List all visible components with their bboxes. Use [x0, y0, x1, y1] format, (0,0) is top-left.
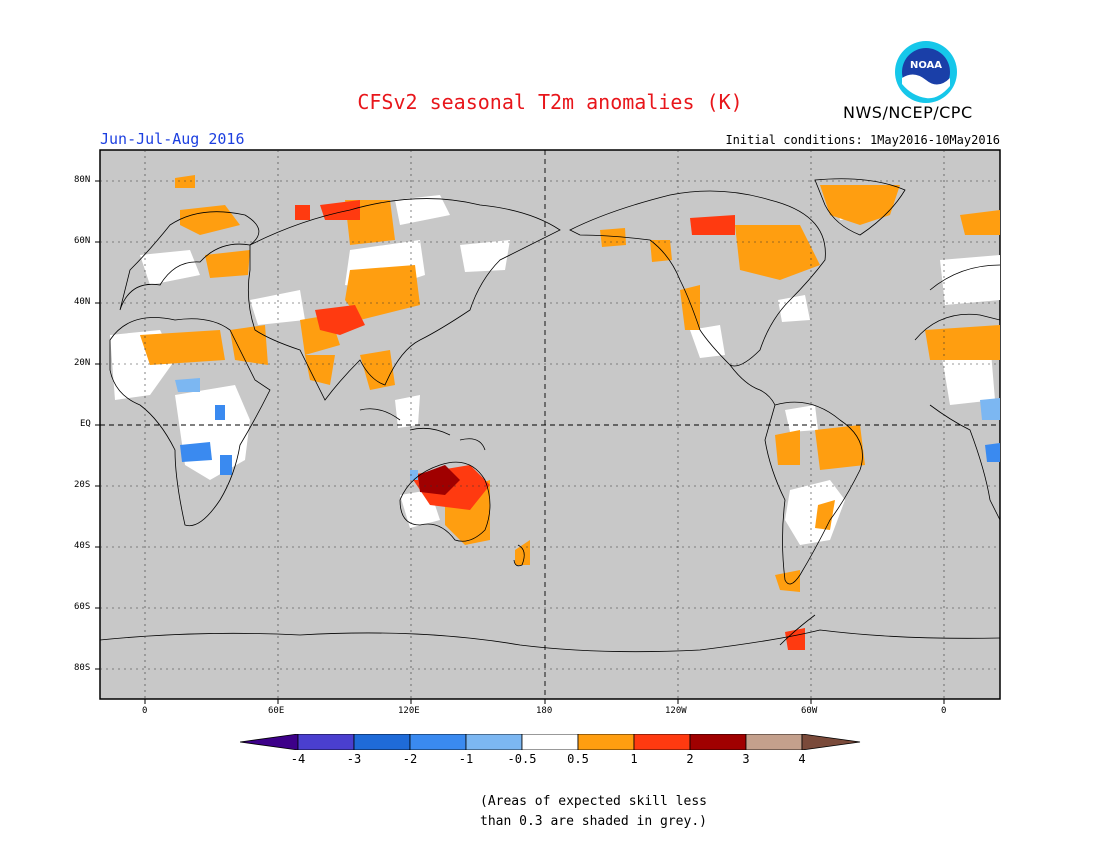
lon-tick-120e: 120E	[398, 706, 420, 716]
cool-anomaly-1-2	[180, 405, 1000, 475]
lat-tick-80s: 80S	[74, 663, 91, 673]
logo-text: NOAA	[910, 60, 942, 71]
cool-anomaly-0.5-1	[175, 378, 1000, 480]
map-title: CFSv2 seasonal T2m anomalies (K)	[357, 90, 743, 114]
legend-label-2: 2	[686, 752, 694, 766]
lat-tick-80n: 80N	[74, 175, 91, 185]
legend-label-m05: -0.5	[507, 752, 537, 766]
axis-ticks	[95, 180, 945, 704]
lat-tick-eq: EQ	[80, 419, 91, 429]
legend-label-4: 4	[798, 752, 806, 766]
season-label: Jun-Jul-Aug 2016	[100, 130, 245, 148]
gridlines	[100, 150, 1000, 699]
legend-swatch-2-1	[409, 734, 467, 750]
legend-swatch-1-05	[465, 734, 523, 750]
lon-tick-0: 0	[142, 706, 148, 716]
coastlines	[100, 178, 1000, 653]
legend-swatch-1-2	[633, 734, 691, 750]
map-frame	[99, 149, 1001, 700]
legend-label-m3: -3	[346, 752, 362, 766]
lon-tick-180: 180	[536, 706, 553, 716]
legend-label-m1: -1	[458, 752, 474, 766]
equator-dateline	[100, 150, 1000, 699]
legend-swatch-05-1	[577, 734, 635, 750]
legend-label-1: 1	[630, 752, 638, 766]
legend-swatch-4-3	[297, 734, 355, 750]
legend-swatch-above-4	[801, 734, 861, 750]
color-legend	[240, 734, 861, 750]
lat-tick-40n: 40N	[74, 297, 91, 307]
skill-note-line2: than 0.3 are shaded in grey.)	[480, 814, 707, 829]
agency-label: NWS/NCEP/CPC	[843, 103, 973, 122]
lon-tick-60e: 60E	[268, 706, 285, 716]
lat-tick-60n: 60N	[74, 236, 91, 246]
legend-swatch-below-4	[240, 734, 299, 750]
lat-tick-20n: 20N	[74, 358, 91, 368]
lon-tick-0-right: 0	[941, 706, 947, 716]
skill-note: (Areas of expected skill less than 0.3 a…	[480, 792, 707, 832]
legend-swatch-3-4	[745, 734, 803, 750]
legend-label-05: 0.5	[567, 752, 589, 766]
warm-anomaly-2-3	[418, 465, 460, 495]
legend-swatch-neutral	[521, 734, 579, 750]
legend-label-m2: -2	[402, 752, 418, 766]
lat-tick-20s: 20S	[74, 480, 91, 490]
lon-tick-60w: 60W	[801, 706, 818, 716]
legend-swatch-3-2	[353, 734, 411, 750]
lat-tick-40s: 40S	[74, 541, 91, 551]
noaa-logo: NOAA	[894, 40, 958, 104]
initial-conditions-label: Initial conditions: 1May2016-10May2016	[725, 133, 1000, 147]
warm-anomaly-0.5-1	[140, 175, 1000, 592]
lat-tick-60s: 60S	[74, 602, 91, 612]
lon-tick-120w: 120W	[665, 706, 687, 716]
skill-note-line1: (Areas of expected skill less	[480, 794, 707, 809]
legend-label-m4: -4	[290, 752, 306, 766]
legend-swatch-2-3	[689, 734, 747, 750]
legend-label-3: 3	[742, 752, 750, 766]
